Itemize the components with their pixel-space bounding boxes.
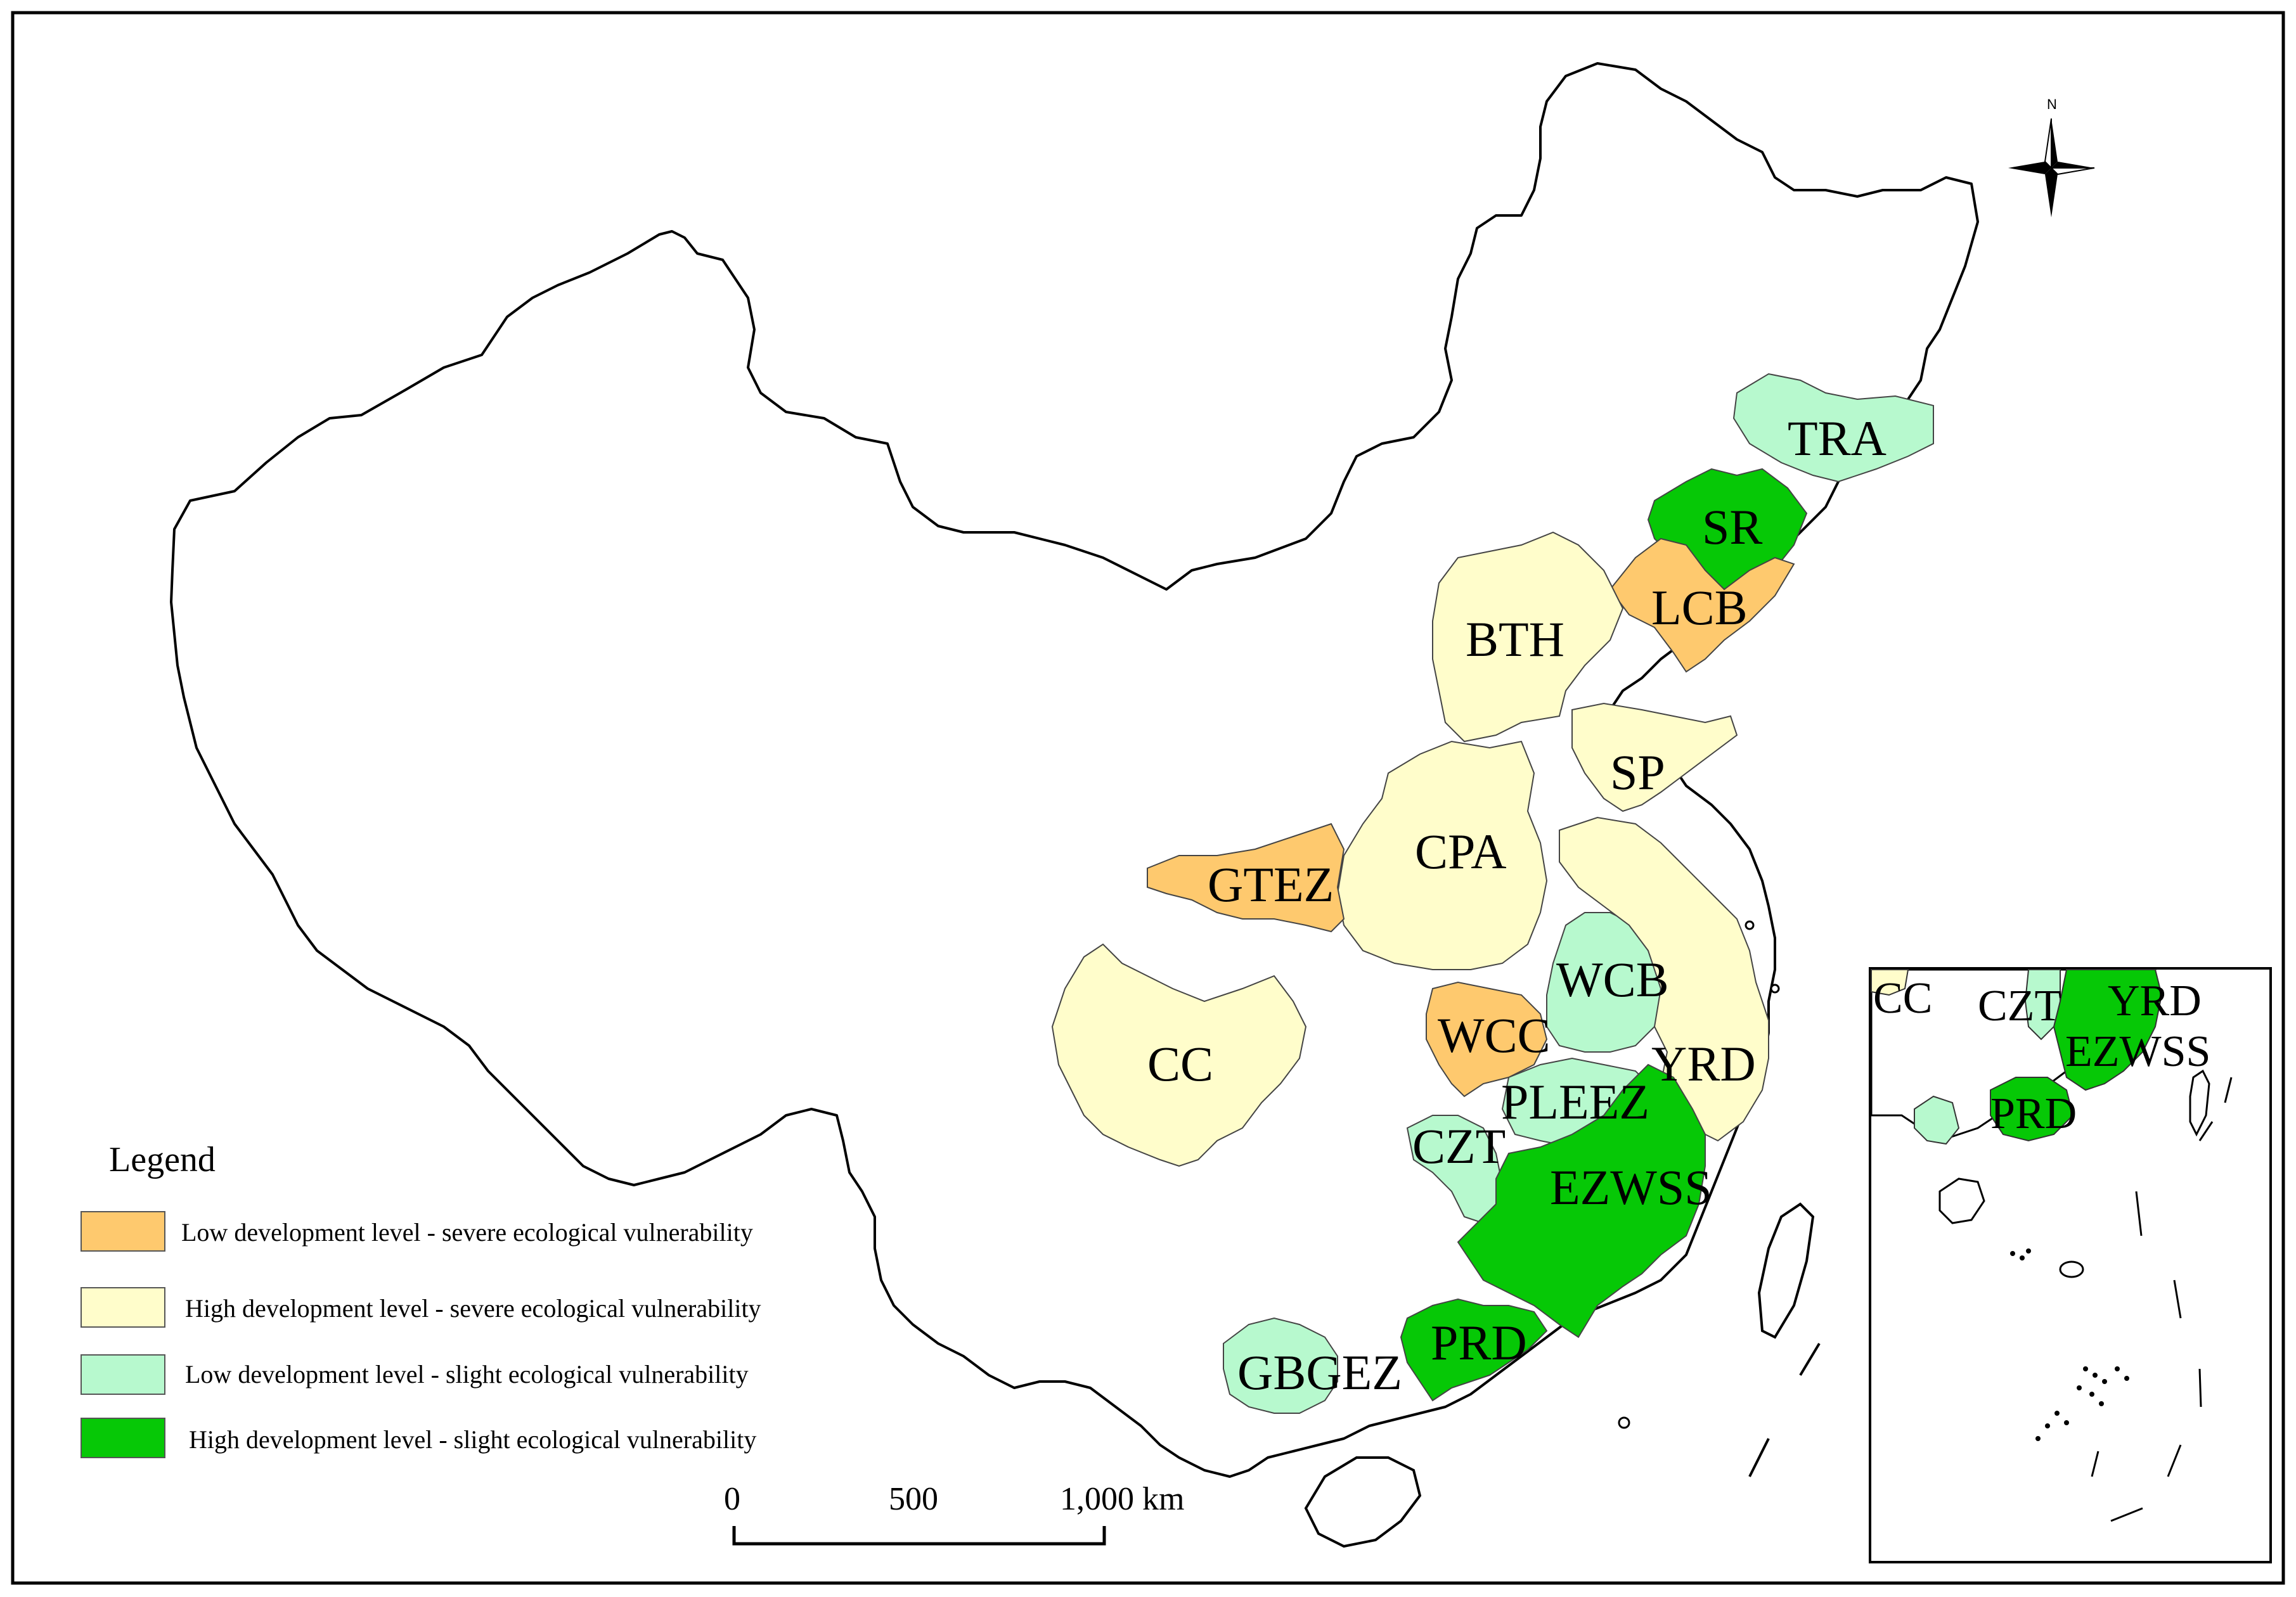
legend-label-low-severe: Low development level - severe ecologica… — [181, 1218, 753, 1247]
legend-swatch-high-slight — [81, 1418, 165, 1458]
region-lcb — [1609, 537, 1795, 673]
label-bth: BTH — [1466, 612, 1564, 667]
label-czt: CZT — [1412, 1119, 1506, 1174]
legend-title: Legend — [109, 1140, 216, 1179]
inset-label-cc: CC — [1873, 974, 1932, 1023]
scale-tick-1000: 1,000 km — [1060, 1481, 1184, 1517]
label-lcb: LCB — [1651, 580, 1748, 635]
inset-label-prd: PRD — [1990, 1089, 2077, 1138]
scale-bar: 0 500 1,000 km — [724, 1481, 1184, 1546]
label-gbgez: GBGEZ — [1237, 1345, 1402, 1400]
legend-label-low-slight: Low development level - slight ecologica… — [185, 1360, 749, 1389]
legend-label-high-severe: High development level - severe ecologic… — [185, 1294, 761, 1323]
inset-label-czt: CZT — [1978, 982, 2061, 1030]
inset-label-ezwss: EZWSS — [2065, 1027, 2210, 1076]
inset-gbgez — [1914, 1095, 1960, 1145]
region-prd — [1400, 1298, 1548, 1402]
label-sp: SP — [1610, 745, 1665, 800]
hainan-island — [1304, 1456, 1422, 1548]
label-prd: PRD — [1431, 1315, 1527, 1370]
inset-map: CC CZT YRD EZWSS PRD — [1869, 967, 2272, 1563]
inset-label-yrd: YRD — [2108, 977, 2202, 1025]
label-tra: TRA — [1788, 411, 1886, 466]
coastal-islets — [1618, 920, 1780, 1429]
region-cc — [1051, 943, 1307, 1167]
legend-swatch-high-severe — [81, 1287, 165, 1328]
inset-prd — [1990, 1077, 2074, 1142]
compass-rose-icon — [2008, 118, 2095, 217]
legend-label-high-slight: High development level - slight ecologic… — [189, 1425, 756, 1454]
legend: Legend Low development level - severe ec… — [81, 1140, 761, 1458]
region-yrd — [1559, 816, 1769, 1142]
label-cpa: CPA — [1415, 824, 1507, 879]
legend-swatch-low-severe — [81, 1211, 165, 1252]
region-gbgez — [1223, 1317, 1338, 1414]
taiwan-island — [1757, 1202, 1815, 1339]
label-cc: CC — [1147, 1036, 1213, 1091]
inset-island — [2059, 1260, 2084, 1278]
inset-cc — [1871, 969, 1909, 996]
inset-islets — [2010, 1248, 2129, 1441]
region-tra — [1732, 373, 1934, 483]
north-arrow: N — [2008, 96, 2095, 217]
south-sea-dashes — [1748, 1342, 1821, 1477]
label-yrd: YRD — [1651, 1036, 1756, 1091]
label-ezwss: EZWSS — [1550, 1160, 1712, 1215]
inset-taiwan — [2189, 1069, 2210, 1137]
region-bth — [1432, 531, 1624, 743]
label-wcb: WCB — [1556, 952, 1669, 1007]
scale-tick-500: 500 — [889, 1481, 938, 1517]
region-cpa — [1336, 740, 1548, 970]
region-gtez — [1147, 823, 1345, 933]
label-gtez: GTEZ — [1208, 857, 1334, 912]
region-ezwss — [1457, 1063, 1706, 1338]
inset-dashes — [2091, 1077, 2233, 1522]
scale-tick-0: 0 — [724, 1481, 740, 1517]
inset-hainan — [1938, 1177, 1985, 1224]
label-sr: SR — [1702, 499, 1762, 555]
scale-line — [732, 1526, 1106, 1546]
label-wcc: WCC — [1438, 1008, 1551, 1063]
north-label: N — [2047, 96, 2057, 112]
label-pleez: PLEEZ — [1501, 1074, 1649, 1129]
region-sp — [1571, 702, 1738, 812]
inset-czt — [2024, 969, 2061, 1041]
legend-swatch-low-slight — [81, 1354, 165, 1395]
